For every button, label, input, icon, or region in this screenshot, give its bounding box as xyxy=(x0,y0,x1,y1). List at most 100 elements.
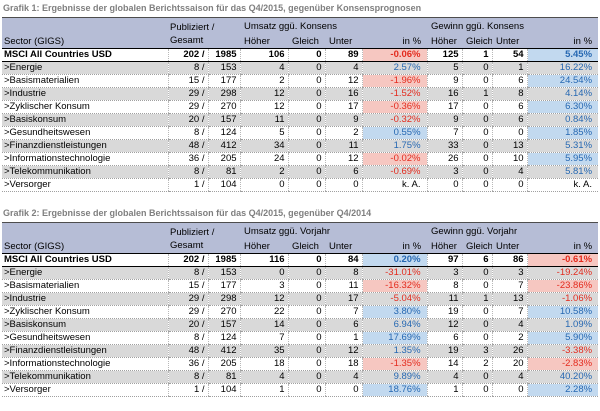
sector-cell: >Gesundheitswesen xyxy=(2,126,168,140)
count-cell: 26 xyxy=(491,344,528,358)
pct-cell: 1.35% xyxy=(361,344,428,358)
count-cell: 1 xyxy=(426,383,463,397)
col-header-umsatz-hoeher: Höher xyxy=(240,33,289,49)
total-cell: 124 xyxy=(207,331,241,345)
published-cell: 48 / xyxy=(167,139,208,153)
count-cell: 84 xyxy=(324,253,363,267)
figure-title: Grafik 2: Ergebnisse der globalen Berich… xyxy=(3,208,372,218)
published-cell: 29 / xyxy=(167,100,208,114)
published-cell: 8 / xyxy=(167,266,208,280)
pct-cell: 1.75% xyxy=(361,139,428,153)
count-cell: 2 xyxy=(239,74,289,88)
pct-cell: -1.06% xyxy=(526,292,599,306)
count-cell: 0 xyxy=(461,152,493,166)
table-header: Sector (GIGS) Publiziert / Gesamt Umsatz … xyxy=(2,222,599,254)
pct-cell: -0.69% xyxy=(361,165,428,179)
sector-cell: >Zyklischer Konsum xyxy=(2,100,168,114)
count-cell: 8 xyxy=(324,266,363,280)
total-cell: 412 xyxy=(207,344,241,358)
count-cell: 2 xyxy=(324,126,363,140)
count-cell: 0 xyxy=(461,74,493,88)
col-header-gewinn-hoeher: Höher xyxy=(427,238,463,254)
count-cell: 8 xyxy=(426,279,463,293)
count-cell: 11 xyxy=(426,292,463,306)
pct-cell: 5.45% xyxy=(526,48,599,62)
sector-cell: MSCI All Countries USD xyxy=(2,253,168,267)
total-cell: 81 xyxy=(207,165,241,179)
sector-cell: >Gesundheitswesen xyxy=(2,331,168,345)
count-cell: 7 xyxy=(426,126,463,140)
pct-cell: 24.54% xyxy=(526,74,599,88)
count-cell: 0 xyxy=(287,74,326,88)
count-cell: 9 xyxy=(324,113,363,127)
count-cell: 3 xyxy=(426,266,463,280)
col-header-umsatz-in-pct: in % xyxy=(362,238,428,254)
count-cell: 0 xyxy=(324,178,363,192)
count-cell: 12 xyxy=(239,87,289,101)
pct-cell: 2.28% xyxy=(526,383,599,397)
sector-cell: >Basismaterialien xyxy=(2,74,168,88)
pct-cell: -1.96% xyxy=(361,74,428,88)
count-cell: 0 xyxy=(239,178,289,192)
table-row: >Versorger 1 /104 1 0 0 18.76% 1 0 0 2.28% xyxy=(2,383,599,397)
count-cell: 1 xyxy=(239,383,289,397)
count-cell: 0 xyxy=(461,139,493,153)
pct-cell: 3.80% xyxy=(361,305,428,319)
count-cell: 0 xyxy=(239,266,289,280)
col-header-published: Publiziert / Gesamt xyxy=(168,222,241,254)
pct-cell: -16.32% xyxy=(361,279,428,293)
count-cell: 0 xyxy=(461,126,493,140)
published-cell: 202 / xyxy=(167,48,208,62)
pct-cell: 4.14% xyxy=(526,87,599,101)
pct-cell: 6.30% xyxy=(526,100,599,114)
pct-cell: 1.85% xyxy=(526,126,599,140)
col-header-gewinn-unter: Unter xyxy=(492,238,528,254)
count-cell: 12 xyxy=(324,74,363,88)
table-row: >Basismaterialien 15 /177 2 0 12 -1.96% 9 0 6 24.… xyxy=(2,74,599,88)
pct-cell: 6.94% xyxy=(361,318,428,332)
count-cell: 0 xyxy=(461,266,493,280)
pct-cell: -23.86% xyxy=(526,279,599,293)
count-cell: 0 xyxy=(287,383,326,397)
count-cell: 0 xyxy=(287,152,326,166)
count-cell: 12 xyxy=(324,152,363,166)
col-header-umsatz-hoeher: Höher xyxy=(240,238,289,254)
count-cell: 0 xyxy=(491,126,528,140)
figure-title: Grafik 1: Ergebnisse der globalen Berich… xyxy=(3,3,422,13)
count-cell: 0 xyxy=(287,126,326,140)
count-cell: 0 xyxy=(287,253,326,267)
count-cell: 13 xyxy=(491,292,528,306)
count-cell: 4 xyxy=(239,370,289,384)
sector-cell: >Energie xyxy=(2,61,168,75)
count-cell: 4 xyxy=(324,61,363,75)
count-cell: 0 xyxy=(287,139,326,153)
table-row: >Finanzdienstleistungen 48 /412 34 0 11 1.75%… xyxy=(2,139,599,153)
table-row: >Finanzdienstleistungen 48 /412 35 0 12 1.35%… xyxy=(2,344,599,358)
count-cell: 7 xyxy=(324,305,363,319)
pct-cell: 40.20% xyxy=(526,370,599,384)
count-cell: 3 xyxy=(461,344,493,358)
total-cell: 270 xyxy=(207,100,241,114)
count-cell: 19 xyxy=(426,344,463,358)
count-cell: 0 xyxy=(287,305,326,319)
count-cell: 4 xyxy=(491,165,528,179)
published-cell: 8 / xyxy=(167,126,208,140)
count-cell: 19 xyxy=(426,305,463,319)
count-cell: 7 xyxy=(491,279,528,293)
published-cell: 1 / xyxy=(167,383,208,397)
count-cell: 18 xyxy=(324,357,363,371)
count-cell: 11 xyxy=(324,139,363,153)
pct-cell: -19.24% xyxy=(526,266,599,280)
count-cell: 9 xyxy=(426,74,463,88)
count-cell: 9 xyxy=(426,113,463,127)
col-header-gewinn-in-pct: in % xyxy=(527,238,599,254)
total-cell: 81 xyxy=(207,370,241,384)
table-body: MSCI All Countries USD 202 /1985 116 0 84 0.2… xyxy=(2,253,599,397)
sector-cell: >Basismaterialien xyxy=(2,279,168,293)
total-cell: 153 xyxy=(207,61,241,75)
count-cell: 0 xyxy=(426,178,463,192)
pct-cell: -1.52% xyxy=(361,87,428,101)
count-cell: 0 xyxy=(287,344,326,358)
count-cell: 0 xyxy=(324,383,363,397)
published-cell: 36 / xyxy=(167,152,208,166)
